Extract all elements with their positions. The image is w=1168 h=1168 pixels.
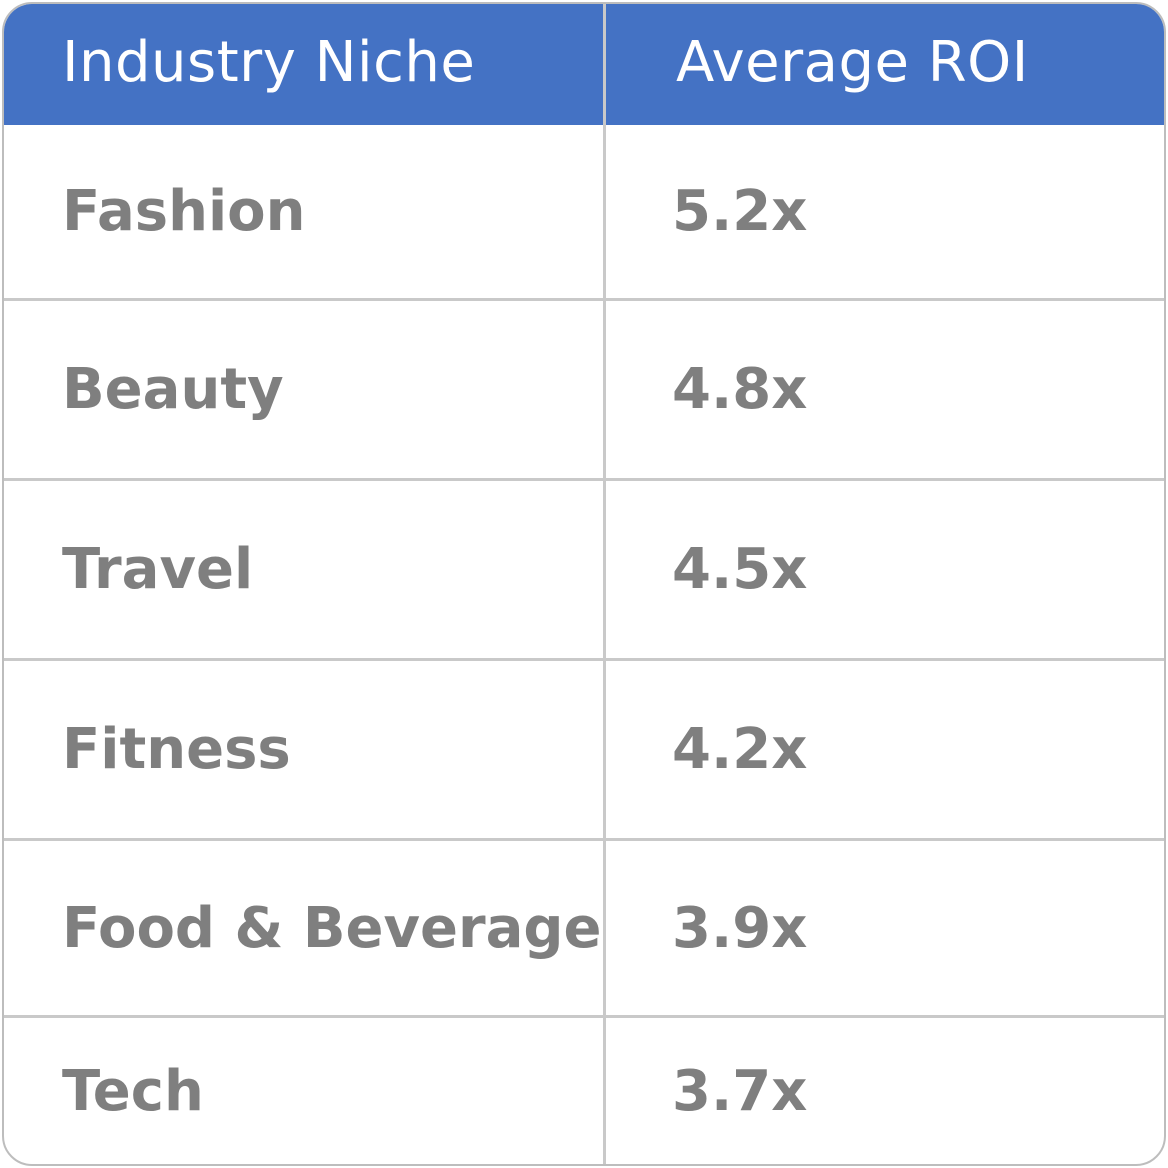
roi-value: 3.9x (672, 895, 808, 961)
header-cell-average-roi: Average ROI (606, 4, 1164, 125)
niche-cell: Beauty (4, 301, 606, 478)
roi-cell: 3.7x (606, 1018, 1164, 1164)
niche-cell: Food & Beverage (4, 841, 606, 1015)
niche-cell: Tech (4, 1018, 606, 1164)
roi-value: 4.2x (672, 717, 808, 782)
niche-cell: Fitness (4, 661, 606, 838)
roi-cell: 4.2x (606, 661, 1164, 838)
roi-value: 4.5x (672, 537, 808, 602)
table-header-row: Industry Niche Average ROI (4, 4, 1164, 125)
table-row: Travel 4.5x (4, 478, 1164, 658)
niche-label: Beauty (62, 357, 284, 422)
table-row: Food & Beverage 3.9x (4, 838, 1164, 1015)
niche-cell: Travel (4, 481, 606, 658)
niche-label: Fashion (62, 179, 306, 244)
roi-value: 3.7x (672, 1058, 808, 1124)
table-row: Fitness 4.2x (4, 658, 1164, 838)
table-row: Beauty 4.8x (4, 298, 1164, 478)
niche-label: Travel (62, 537, 254, 602)
roi-value: 5.2x (672, 179, 808, 244)
roi-cell: 5.2x (606, 125, 1164, 298)
header-label-industry-niche: Industry Niche (62, 30, 476, 95)
roi-value: 4.8x (672, 357, 808, 422)
header-label-average-roi: Average ROI (676, 30, 1029, 95)
header-cell-industry-niche: Industry Niche (4, 4, 606, 125)
niche-cell: Fashion (4, 125, 606, 298)
roi-cell: 4.5x (606, 481, 1164, 658)
roi-cell: 4.8x (606, 301, 1164, 478)
niche-label: Tech (62, 1058, 204, 1124)
table-row: Tech 3.7x (4, 1015, 1164, 1164)
niche-label: Fitness (62, 717, 291, 782)
roi-cell: 3.9x (606, 841, 1164, 1015)
table-row: Fashion 5.2x (4, 125, 1164, 298)
niche-label: Food & Beverage (62, 895, 602, 961)
